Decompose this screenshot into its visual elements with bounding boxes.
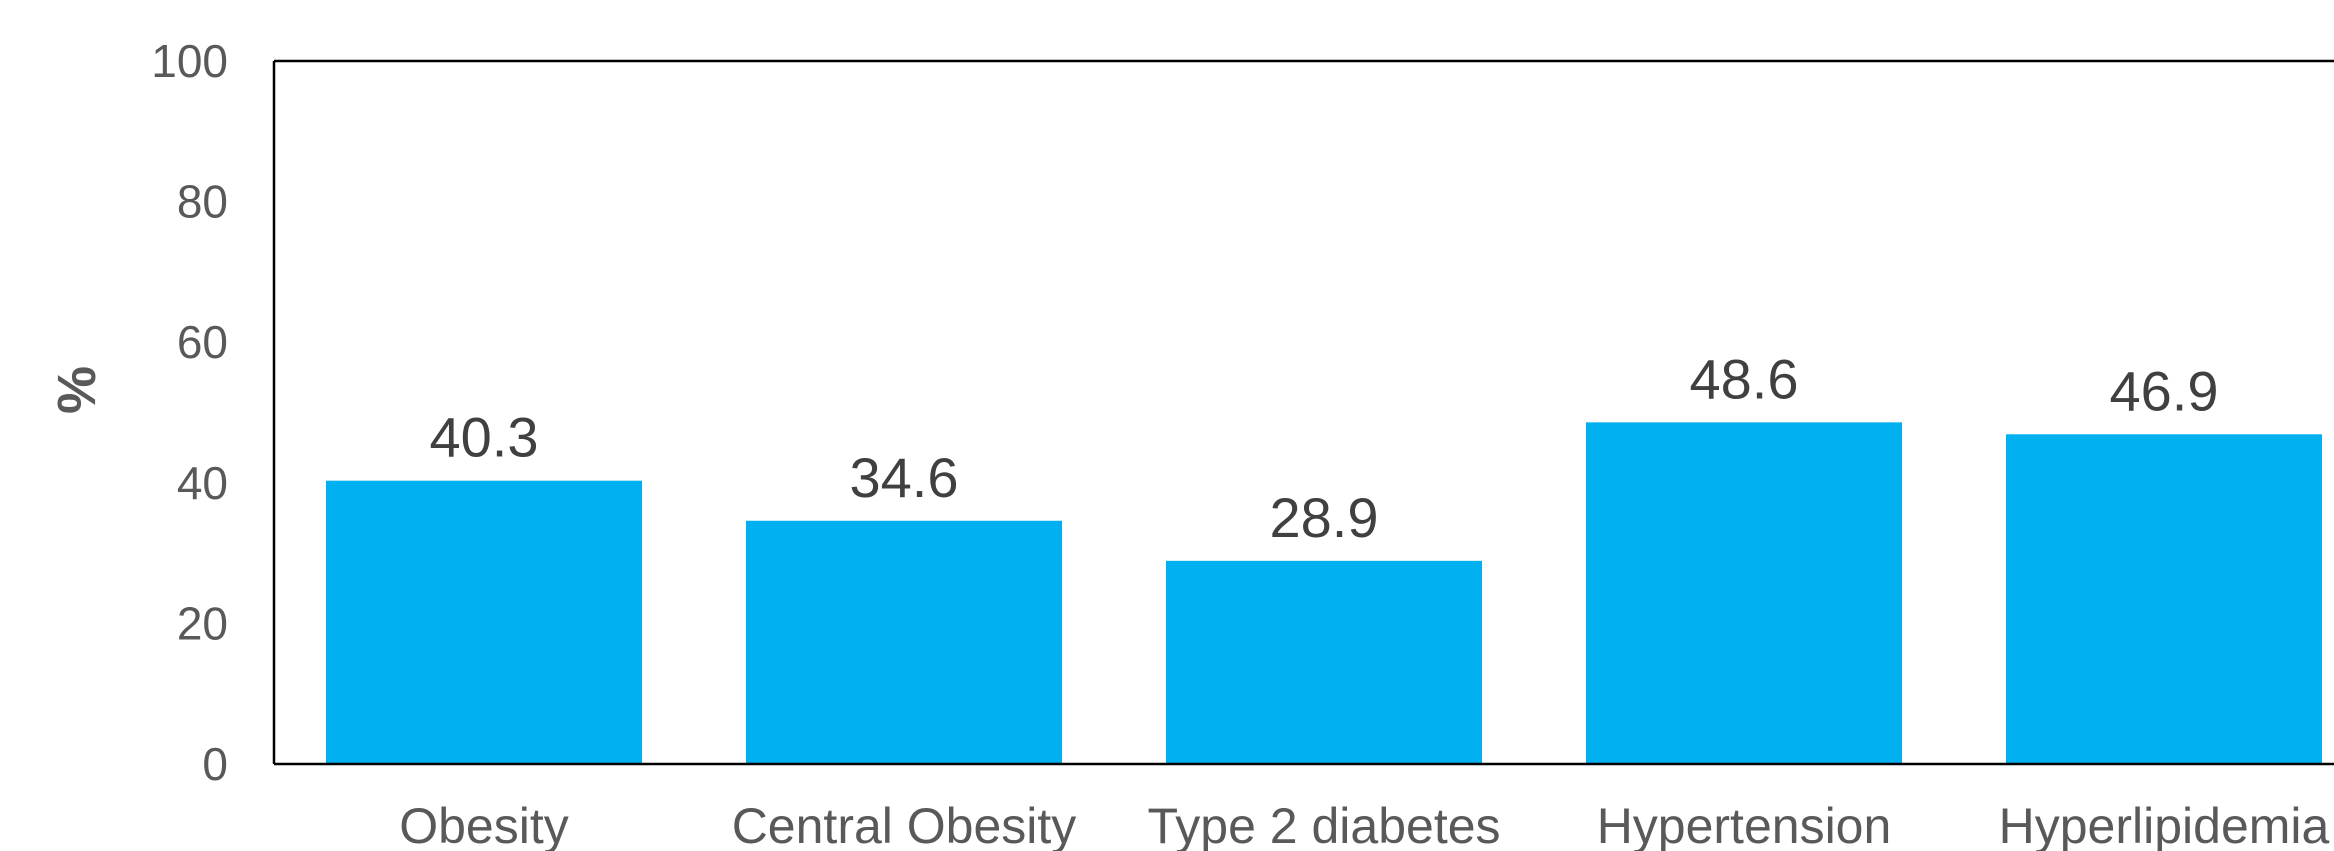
y-tick-label: 0	[202, 738, 228, 790]
bars	[326, 422, 2322, 764]
category-labels: Obesity Central Obesity Type 2 diabetes Hyp…	[399, 798, 2329, 851]
bar	[1166, 560, 1482, 764]
y-tick-label: 100	[151, 35, 228, 87]
y-tick-label: 20	[177, 597, 228, 649]
bar	[326, 480, 642, 764]
category-label: Hypertension	[1597, 798, 1892, 851]
y-axis-title: %	[47, 366, 107, 414]
bar	[2006, 434, 2322, 764]
data-label: 40.3	[430, 406, 539, 469]
category-label: Hyperlipidemia	[1999, 798, 2330, 851]
data-label: 46.9	[2110, 359, 2219, 422]
bar	[1586, 422, 1902, 764]
y-axis-title-group: %	[47, 366, 107, 414]
data-label: 28.9	[1270, 486, 1379, 549]
category-label: Type 2 diabetes	[1147, 798, 1500, 851]
data-labels: 40.3 34.6 28.9 48.6 46.9	[430, 347, 2219, 548]
axis-lines	[272, 59, 2334, 766]
y-tick-label: 60	[177, 316, 228, 368]
data-label: 34.6	[850, 446, 959, 509]
y-tick-label: 80	[177, 176, 228, 228]
y-axis-ticks: 0 20 40 60 80 100	[151, 35, 228, 790]
category-label: Obesity	[399, 798, 569, 851]
bar	[746, 520, 1062, 764]
data-label: 48.6	[1690, 347, 1799, 410]
y-tick-label: 40	[177, 457, 228, 509]
category-label: Central Obesity	[732, 798, 1077, 851]
